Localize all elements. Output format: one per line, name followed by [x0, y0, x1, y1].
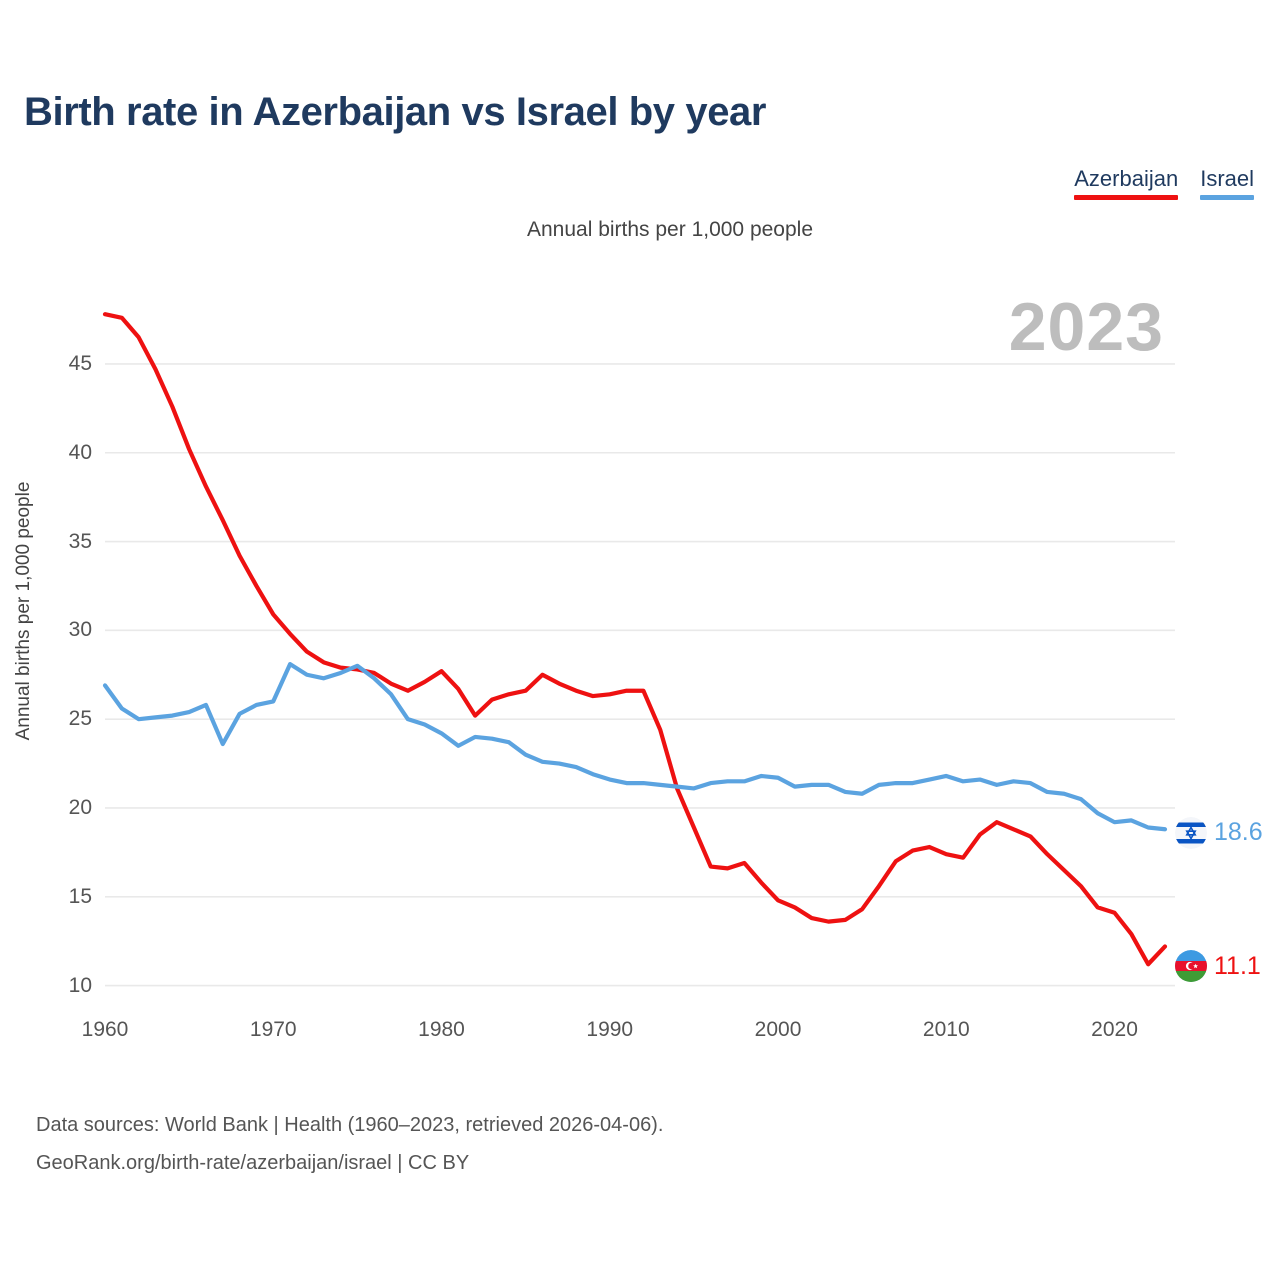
y-tick-label: 20: [68, 795, 92, 819]
end-value-israel: 18.6: [1214, 818, 1263, 847]
footer: Data sources: World Bank | Health (1960–…: [36, 1106, 663, 1182]
y-tick-label: 45: [68, 351, 92, 375]
series-line-israel: [102, 661, 1168, 832]
y-tick-label: 25: [68, 707, 92, 731]
page-title: Birth rate in Azerbaijan vs Israel by ye…: [24, 90, 767, 134]
chart-legend: Azerbaijan Israel: [1074, 166, 1254, 200]
series-line-azerbaijan: [102, 312, 1168, 967]
x-tick-label: 1990: [586, 1018, 634, 1041]
legend-label-azerbaijan: Azerbaijan: [1074, 166, 1179, 191]
legend-item-israel[interactable]: Israel: [1200, 166, 1254, 200]
x-tick-label: 2000: [754, 1018, 802, 1041]
footer-data-sources: Data sources: World Bank | Health (1960–…: [36, 1114, 664, 1136]
y-tick-label: 30: [68, 618, 92, 642]
end-value-azerbaijan: 11.1: [1214, 951, 1261, 980]
x-tick-label: 1980: [418, 1018, 465, 1041]
y-tick-label: 40: [68, 440, 92, 464]
y-tick-label: 15: [68, 884, 92, 908]
legend-item-azerbaijan[interactable]: Azerbaijan: [1074, 166, 1179, 200]
year-watermark: 2023: [1008, 289, 1164, 365]
legend-color-swatch-israel: [1200, 195, 1254, 200]
chart-subtitle: Annual births per 1,000 people: [526, 218, 814, 241]
y-tick-label: 10: [68, 973, 92, 997]
legend-label-israel: Israel: [1200, 166, 1254, 191]
legend-color-swatch-azerbaijan: [1074, 195, 1179, 200]
israel-flag-icon: [1175, 816, 1207, 849]
azerbaijan-flag-icon: [1175, 950, 1207, 983]
x-tick-label: 1960: [81, 1018, 129, 1041]
y-tick-label: 35: [68, 529, 92, 553]
x-tick-label: 1970: [249, 1018, 297, 1041]
end-label-azerbaijan: 11.1: [1175, 950, 1261, 983]
footer-attribution: GeoRank.org/birth-rate/azerbaijan/israel…: [36, 1152, 470, 1174]
x-tick-label: 2010: [922, 1018, 970, 1041]
end-label-israel: 18.6: [1175, 816, 1263, 849]
x-tick-label: 2020: [1091, 1018, 1138, 1041]
